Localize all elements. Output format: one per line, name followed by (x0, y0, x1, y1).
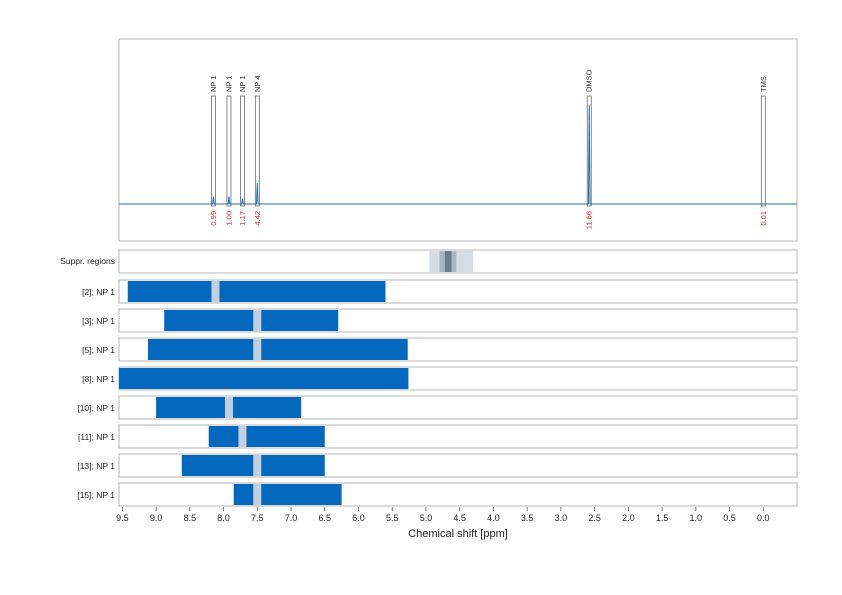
range-gap-0 (211, 281, 220, 302)
x-tick-label-5: 7.0 (285, 513, 298, 523)
peak-box-5 (760, 95, 766, 207)
peak-label-5: TMS (759, 76, 768, 92)
range-bar-0 (127, 281, 386, 302)
x-tick-label-16: 1.5 (656, 513, 669, 523)
x-tick-label-13: 3.0 (555, 513, 568, 523)
x-tick-label-1: 9.0 (150, 513, 163, 523)
suppressed-regions: Suppr. regions (60, 251, 474, 272)
x-tick-label-9: 5.0 (420, 513, 433, 523)
range-row-label-4: [10]; NP 1 (77, 403, 115, 413)
range-row-panel-7 (118, 482, 798, 507)
peak-integral-1: 1.00 (224, 211, 233, 226)
suppressed-band-2 (444, 251, 452, 272)
range-bar-6 (181, 455, 325, 476)
x-tick-label-12: 3.5 (521, 513, 534, 523)
peak-integral-5: 0.01 (759, 211, 768, 226)
x-tick-label-4: 7.5 (251, 513, 264, 523)
range-gap-2 (253, 339, 262, 360)
x-tick-label-18: 0.5 (723, 513, 736, 523)
x-tick-label-15: 2.0 (622, 513, 635, 523)
range-gap-5 (238, 426, 247, 447)
peak-integral-2: 1.17 (238, 211, 247, 226)
range-bar-3 (119, 368, 409, 389)
peak-integral-0: 0.99 (209, 211, 218, 226)
x-tick-label-17: 1.0 (690, 513, 703, 523)
peak-integral-3: 4.42 (253, 211, 262, 226)
range-row-label-7: [15]; NP 1 (77, 490, 115, 500)
x-tick-label-7: 6.0 (352, 513, 365, 523)
range-bar-1 (164, 310, 339, 331)
x-tick-label-0: 9.5 (116, 513, 129, 523)
peak-label-2: NP 1 (238, 75, 247, 92)
range-bar-7 (233, 484, 342, 505)
suppressed-regions-label: Suppr. regions (60, 256, 115, 266)
range-bar-2 (148, 339, 408, 360)
peak-label-0: NP 1 (209, 75, 218, 92)
spectrum: NP 1 0.99 NP 1 1.00 NP 1 1.17 NP 4 4.42 DMSO 11.6… (119, 69, 797, 229)
x-tick-label-11: 4.0 (487, 513, 500, 523)
peak-label-4: DMSO (585, 69, 594, 92)
peak-label-1: NP 1 (224, 75, 233, 92)
x-axis: 9.5 9.0 8.5 8.0 7.5 7.0 6.5 6.0 5.5 5.0 4.5 4.0 3.5 3… (116, 507, 770, 523)
range-bar-5 (208, 426, 325, 447)
peak-label-3: NP 4 (253, 75, 262, 92)
peak-integral-4: 11.66 (585, 211, 594, 229)
range-gap-4 (224, 397, 233, 418)
peak-box-2 (240, 95, 245, 207)
x-tick-label-19: 0.0 (757, 513, 770, 523)
x-axis-label: Chemical shift [ppm] (408, 528, 508, 540)
peak-box-3 (254, 95, 260, 207)
range-row-label-6: [13]; NP 1 (77, 461, 115, 471)
x-tick-label-3: 8.0 (217, 513, 230, 523)
range-gap-1 (253, 310, 262, 331)
peak-box-0 (211, 95, 216, 207)
range-gap-6 (253, 455, 262, 476)
spectrum-line (119, 105, 797, 205)
range-gap-7 (253, 484, 262, 505)
x-tick-label-8: 5.5 (386, 513, 399, 523)
peak-box-1 (226, 95, 232, 207)
range-row-label-5: [11]; NP 1 (78, 432, 115, 442)
range-row-label-1: [3]; NP 1 (82, 316, 115, 326)
spectrum-panel (118, 38, 798, 242)
x-tick-label-2: 8.5 (184, 513, 197, 523)
range-rows: [2]; NP 1 [3]; NP 1 [5]; NP 1 [8]; NP 1 [10]… (77, 279, 798, 507)
range-row-label-2: [5]; NP 1 (82, 345, 115, 355)
x-tick-label-6: 6.5 (319, 513, 332, 523)
range-row-label-0: [2]; NP 1 (82, 287, 115, 297)
range-row-label-3: [8]; NP 1 (82, 374, 115, 384)
peak-box-4 (586, 95, 592, 207)
x-tick-label-14: 2.5 (588, 513, 601, 523)
x-tick-label-10: 4.5 (453, 513, 466, 523)
